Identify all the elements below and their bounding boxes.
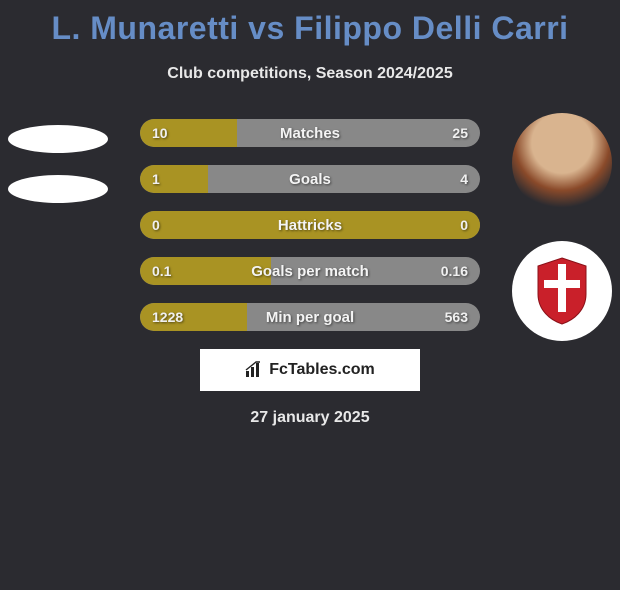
left-player-avatar-placeholder-1	[8, 125, 108, 153]
right-player-club-badge	[512, 241, 612, 341]
right-player-photo	[512, 113, 612, 213]
stat-right-value: 563	[445, 303, 468, 331]
stat-row-min-per-goal: 1228 Min per goal 563	[140, 303, 480, 331]
stat-right-value: 4	[460, 165, 468, 193]
stat-label: Hattricks	[140, 211, 480, 239]
bar-chart-icon	[245, 361, 263, 379]
left-player-avatar-placeholder-2	[8, 175, 108, 203]
stat-label: Goals per match	[140, 257, 480, 285]
stat-label: Min per goal	[140, 303, 480, 331]
stat-right-value: 0.16	[441, 257, 468, 285]
stat-row-goals-per-match: 0.1 Goals per match 0.16	[140, 257, 480, 285]
stat-right-value: 25	[452, 119, 468, 147]
snapshot-date: 27 january 2025	[0, 409, 620, 427]
shield-icon	[534, 256, 590, 326]
stat-row-hattricks: 0 Hattricks 0	[140, 211, 480, 239]
stat-row-goals: 1 Goals 4	[140, 165, 480, 193]
stat-label: Goals	[140, 165, 480, 193]
stat-right-value: 0	[460, 211, 468, 239]
watermark-text: FcTables.com	[269, 361, 375, 379]
comparison-title: L. Munaretti vs Filippo Delli Carri	[0, 10, 620, 47]
stat-label: Matches	[140, 119, 480, 147]
stat-row-matches: 10 Matches 25	[140, 119, 480, 147]
comparison-body: 10 Matches 25 1 Goals 4 0 Hattricks 0 0.…	[0, 113, 620, 427]
watermark: FcTables.com	[200, 349, 420, 391]
comparison-subtitle: Club competitions, Season 2024/2025	[0, 65, 620, 83]
stat-bars: 10 Matches 25 1 Goals 4 0 Hattricks 0 0.…	[140, 113, 480, 331]
